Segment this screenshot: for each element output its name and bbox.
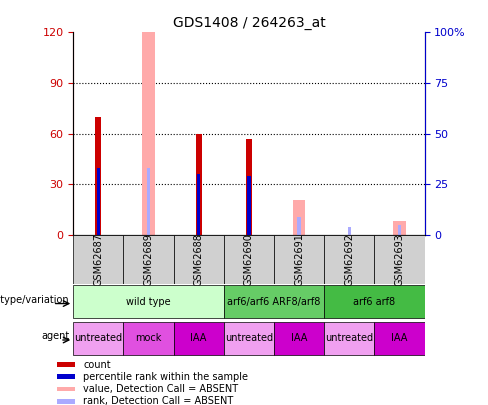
Bar — [393, 221, 406, 235]
Bar — [293, 200, 305, 235]
Bar — [97, 168, 100, 235]
Text: GSM62687: GSM62687 — [93, 233, 103, 286]
Text: IAA: IAA — [391, 333, 407, 343]
Bar — [274, 322, 324, 355]
Bar — [246, 139, 252, 235]
Text: untreated: untreated — [325, 333, 373, 343]
Bar — [123, 322, 174, 355]
Bar — [197, 174, 201, 235]
Text: GSM62688: GSM62688 — [194, 233, 203, 286]
Bar — [274, 235, 324, 284]
Text: count: count — [83, 360, 111, 370]
Text: mock: mock — [135, 333, 162, 343]
Text: untreated: untreated — [225, 333, 273, 343]
Bar — [324, 285, 425, 318]
Bar — [324, 322, 374, 355]
Bar — [58, 386, 75, 391]
Bar — [174, 235, 224, 284]
Bar — [374, 322, 425, 355]
Bar — [174, 322, 224, 355]
Text: IAA: IAA — [190, 333, 207, 343]
Bar — [247, 176, 251, 235]
Title: GDS1408 / 264263_at: GDS1408 / 264263_at — [172, 16, 325, 30]
Bar — [224, 235, 274, 284]
Text: GSM62690: GSM62690 — [244, 233, 254, 286]
Bar — [73, 322, 123, 355]
Text: GSM62691: GSM62691 — [294, 233, 304, 286]
Text: genotype/variation: genotype/variation — [0, 295, 70, 305]
Bar — [196, 134, 202, 235]
Bar — [58, 374, 75, 379]
Bar — [324, 235, 374, 284]
Bar — [297, 217, 301, 235]
Text: percentile rank within the sample: percentile rank within the sample — [83, 372, 248, 382]
Text: agent: agent — [41, 331, 70, 341]
Text: untreated: untreated — [74, 333, 122, 343]
Bar — [224, 322, 274, 355]
Bar — [123, 235, 174, 284]
Text: GSM62692: GSM62692 — [344, 233, 354, 286]
Text: GSM62689: GSM62689 — [143, 233, 154, 286]
Bar — [73, 235, 123, 284]
Bar — [224, 285, 324, 318]
Text: GSM62693: GSM62693 — [394, 233, 405, 286]
Text: value, Detection Call = ABSENT: value, Detection Call = ABSENT — [83, 384, 238, 394]
Bar — [58, 362, 75, 367]
Bar — [73, 285, 224, 318]
Bar — [58, 399, 75, 403]
Text: arf6/arf6 ARF8/arf8: arf6/arf6 ARF8/arf8 — [227, 297, 321, 307]
Bar — [95, 117, 102, 235]
Bar — [398, 225, 401, 235]
Text: IAA: IAA — [291, 333, 307, 343]
Text: arf6 arf8: arf6 arf8 — [353, 297, 395, 307]
Bar — [147, 168, 150, 235]
Text: rank, Detection Call = ABSENT: rank, Detection Call = ABSENT — [83, 396, 233, 405]
Bar — [142, 32, 155, 235]
Bar — [374, 235, 425, 284]
Bar — [347, 227, 351, 235]
Text: wild type: wild type — [126, 297, 171, 307]
